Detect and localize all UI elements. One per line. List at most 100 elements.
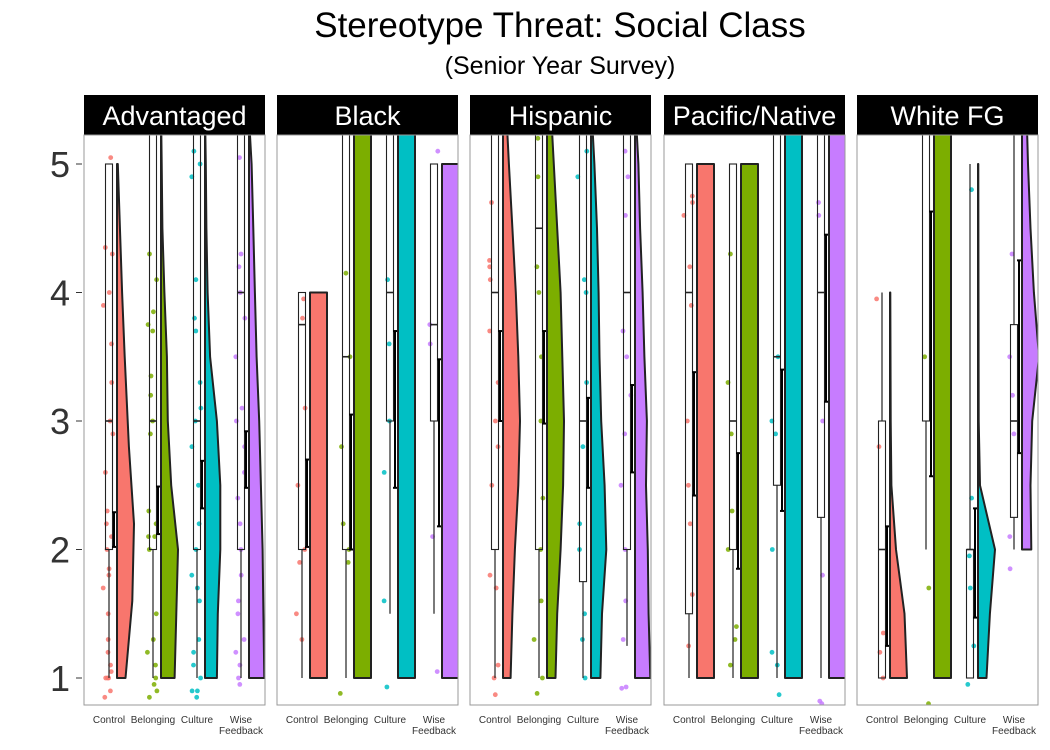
data-point xyxy=(531,637,537,642)
x-tick-label-line: Culture xyxy=(567,715,600,726)
data-point xyxy=(108,155,114,161)
data-point xyxy=(926,701,931,705)
data-point xyxy=(625,174,631,180)
x-tick-label-line: Control xyxy=(479,715,511,726)
x-tick-label: Control xyxy=(286,715,318,726)
x-tick-label: Belonging xyxy=(711,715,755,726)
violin-half xyxy=(116,163,135,679)
data-point xyxy=(237,521,243,527)
box-iqr xyxy=(341,135,351,551)
data-point xyxy=(967,553,972,559)
facet-strip-label: Hispanic xyxy=(509,101,613,131)
data-point xyxy=(153,662,158,668)
box-iqr xyxy=(490,135,500,551)
x-tick-label-line: Wise xyxy=(1003,715,1026,726)
box-iqr xyxy=(921,135,931,422)
y-tick-label: 1 xyxy=(50,658,70,699)
panel-plot-area xyxy=(294,135,458,696)
panel-plot-area xyxy=(874,135,1038,705)
data-point xyxy=(100,585,106,591)
data-point xyxy=(491,675,497,681)
facet-strip xyxy=(664,95,845,135)
data-point xyxy=(965,682,971,687)
data-point xyxy=(820,418,826,424)
data-point xyxy=(686,482,691,488)
data-point xyxy=(105,649,111,655)
box-iqr xyxy=(534,135,544,551)
data-point xyxy=(773,431,778,437)
data-point xyxy=(108,688,113,694)
data-point xyxy=(105,611,111,617)
x-tick-label-line: Belonging xyxy=(131,715,175,726)
data-point xyxy=(776,692,782,698)
facet-panel-3: Hispanic Control Belonging Culture Wise Feedb… xyxy=(469,95,652,737)
data-point xyxy=(189,572,195,578)
x-tick-label: Wise Feedback xyxy=(412,715,457,737)
data-point xyxy=(926,585,932,591)
violin-half xyxy=(784,135,803,679)
data-point xyxy=(196,637,202,642)
data-point xyxy=(295,482,301,488)
x-tick-label-line: Control xyxy=(673,715,705,726)
data-point xyxy=(192,315,197,321)
violin-half xyxy=(546,135,565,679)
facet-strip-label: White FG xyxy=(890,101,1004,131)
data-point xyxy=(154,688,160,694)
data-point xyxy=(769,649,775,655)
box-iqr xyxy=(297,291,307,551)
x-tick-label-line: Control xyxy=(286,715,318,726)
data-point xyxy=(108,669,114,674)
data-point xyxy=(152,534,158,539)
box-iqr xyxy=(385,135,395,422)
data-point xyxy=(880,630,886,636)
facet-strip xyxy=(857,95,1038,135)
x-tick-label-line: Belonging xyxy=(711,715,755,726)
x-tick-label-line: Culture xyxy=(181,715,214,726)
data-point xyxy=(619,685,625,691)
data-point xyxy=(151,682,157,687)
panel-plot-area xyxy=(100,135,265,700)
data-point xyxy=(386,341,392,347)
panel-border xyxy=(83,134,266,706)
x-tick-label: Belonging xyxy=(324,715,368,726)
box-iqr xyxy=(622,135,632,551)
x-tick-label: Culture xyxy=(761,715,794,726)
data-point xyxy=(1010,392,1015,398)
violin-half xyxy=(977,163,996,679)
facet-panel-5: White FG Control Belonging Culture Wise Feedb… xyxy=(856,95,1039,737)
panel-border xyxy=(663,134,846,706)
data-point xyxy=(817,698,823,704)
data-point xyxy=(103,675,109,681)
facet-panel-2: Black Control Belonging Culture Wise Feedback xyxy=(276,95,459,737)
panel-border xyxy=(469,134,652,706)
data-point xyxy=(301,296,306,302)
x-tick-label: Culture xyxy=(181,715,214,726)
facet-strip-label: Advantaged xyxy=(102,101,246,131)
x-tick-label: Belonging xyxy=(131,715,175,726)
box-iqr xyxy=(236,135,246,551)
violin-half xyxy=(1021,135,1038,551)
x-tick-label-line: Culture xyxy=(954,715,987,726)
panel-border xyxy=(276,134,459,706)
data-point xyxy=(381,598,387,604)
x-tick-label-line: Feedback xyxy=(412,726,457,737)
x-tick-label: Wise Feedback xyxy=(219,715,264,737)
violin-half xyxy=(160,135,179,679)
data-point xyxy=(384,684,390,690)
x-tick-label: Control xyxy=(93,715,125,726)
data-point xyxy=(582,675,588,681)
data-point xyxy=(728,251,733,257)
violin-half xyxy=(828,135,845,679)
chart-title: Stereotype Threat: Social Class xyxy=(314,6,806,45)
data-point xyxy=(237,155,242,161)
data-point xyxy=(191,649,197,655)
data-point xyxy=(623,213,628,218)
box-iqr xyxy=(728,163,738,551)
data-point xyxy=(1011,431,1017,437)
violin-half xyxy=(502,135,521,679)
x-tick-label: Control xyxy=(479,715,511,726)
data-point xyxy=(434,669,440,674)
data-point xyxy=(198,675,204,681)
y-tick-label: 3 xyxy=(50,401,70,442)
data-point xyxy=(146,534,151,539)
